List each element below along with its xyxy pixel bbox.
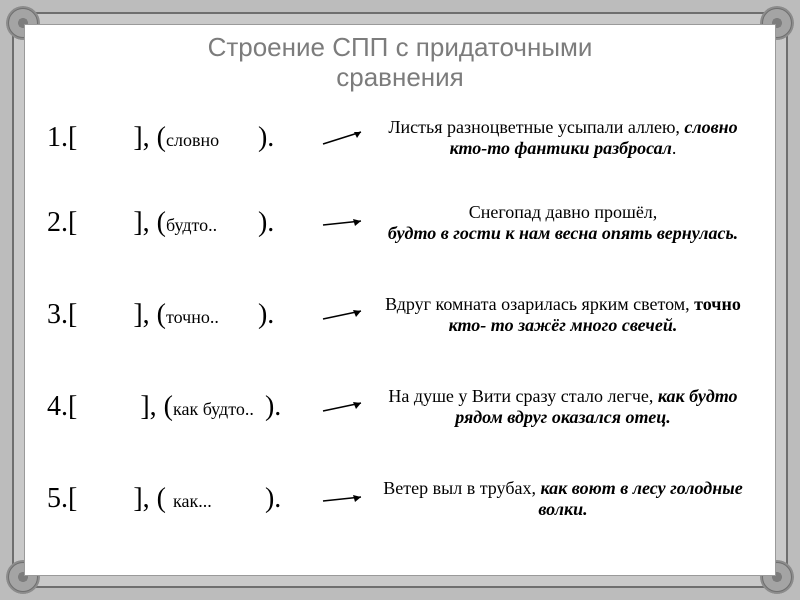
schema: 2. [ ], ( будто.. ).	[47, 207, 317, 239]
item-number: 4.	[47, 391, 68, 423]
list-item: 2. [ ], ( будто.. ). Снегопад давно прош…	[47, 177, 753, 269]
item-number: 3.	[47, 299, 68, 331]
bracket-open: [ ], (	[68, 207, 166, 239]
arrow-icon	[327, 469, 363, 529]
schema: 1. [ ], ( словно ).	[47, 122, 317, 154]
title-line-1: Строение СПП с придаточными	[208, 32, 593, 62]
conjunction: будто..	[166, 215, 231, 235]
example-text: Листья разноцветные усыпали аллею, словн…	[373, 115, 753, 161]
example-tail: .	[672, 138, 677, 158]
schema: 3. [ ], ( точно.. ).	[47, 299, 317, 331]
example-em: как воют в лесу голодные волки.	[538, 478, 742, 519]
item-number: 1.	[47, 122, 68, 154]
bracket-close: ).	[258, 122, 274, 154]
example-bold: точ	[694, 294, 721, 314]
conjunction: как будто..	[173, 399, 258, 419]
arrow-icon	[327, 193, 363, 253]
bracket-close: ).	[265, 483, 281, 515]
example-text: Снегопад давно прошёл, будто в гости к н…	[373, 200, 753, 246]
page: Строение СПП с придаточными сравнения 1.…	[24, 24, 776, 576]
list-item: 5. [ ], ( как... ). Ветер выл в трубах,	[47, 453, 753, 545]
bracket-open: [ ], (	[68, 299, 166, 331]
example-text: Ветер выл в трубах, как воют в лесу голо…	[373, 476, 753, 522]
example-plain: Ветер выл в трубах,	[383, 478, 540, 498]
title-line-2: сравнения	[336, 62, 464, 92]
rows: 1. [ ], ( словно ). Листья разноцветные …	[47, 99, 753, 545]
schema: 5. [ ], ( как... ).	[47, 483, 317, 515]
schema: 4. [ ], ( как будто.. ).	[47, 391, 317, 423]
bracket-close: ).	[258, 299, 274, 331]
conjunction: точно..	[166, 307, 228, 327]
list-item: 3. [ ], ( точно.. ). Вдруг комната озари…	[47, 269, 753, 361]
arrow-icon	[327, 108, 363, 168]
example-em: будто в гости к нам весна опять вернулас…	[373, 223, 753, 244]
conjunction: как...	[173, 491, 234, 511]
example-text: Вдруг комната озарилась ярким светом, то…	[373, 292, 753, 338]
item-number: 5.	[47, 483, 68, 515]
bracket-open: [ ], (	[68, 391, 173, 423]
conjunction: словно	[166, 130, 233, 150]
example-plain: Листья разноцветные усыпали аллею,	[388, 117, 684, 137]
list-item: 1. [ ], ( словно ). Листья разноцветные …	[47, 99, 753, 177]
example-plain: На душе у Вити сразу стало легче,	[388, 386, 657, 406]
arrow-icon	[327, 377, 363, 437]
list-item: 4. [ ], ( как будто.. ). На душе у Вити …	[47, 361, 753, 453]
example-plain: Вдруг комната озарилась ярким светом,	[385, 294, 694, 314]
example-em: кто- то зажёг много свечей.	[449, 315, 678, 335]
example-plain: Снегопад давно прошёл,	[373, 202, 753, 223]
bracket-close: ).	[265, 391, 281, 423]
arrow-icon	[327, 285, 363, 345]
example-text: На душе у Вити сразу стало легче, как бу…	[373, 384, 753, 430]
example-bold: но	[721, 294, 740, 314]
item-number: 2.	[47, 207, 68, 239]
bracket-close: ).	[258, 207, 274, 239]
page-title: Строение СПП с придаточными сравнения	[47, 33, 753, 93]
bracket-open: [ ], (	[68, 483, 173, 515]
bracket-open: [ ], (	[68, 122, 166, 154]
outer-frame: Строение СПП с придаточными сравнения 1.…	[0, 0, 800, 600]
mid-frame: Строение СПП с придаточными сравнения 1.…	[12, 12, 788, 588]
